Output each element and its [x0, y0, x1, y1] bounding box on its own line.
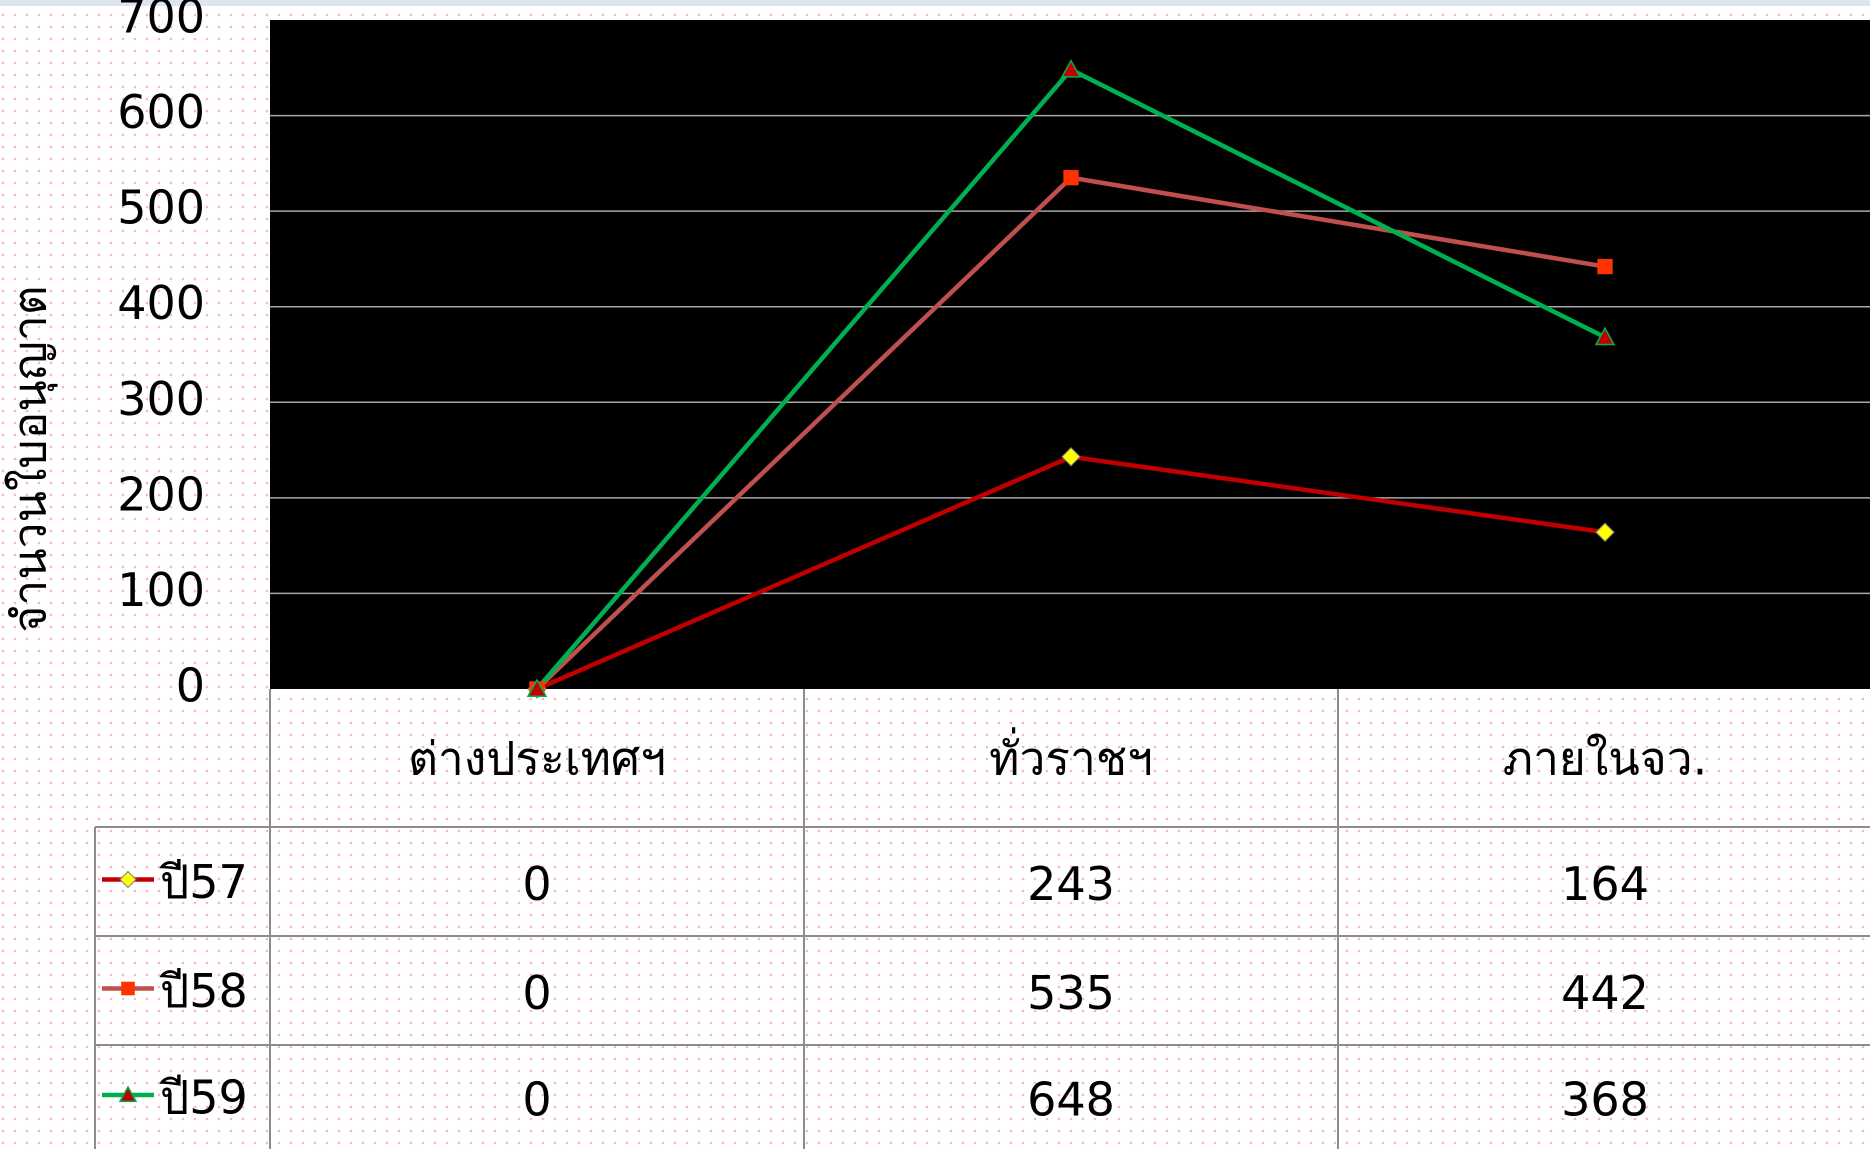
y-tick-label: 400: [117, 276, 205, 330]
x-tick-label: ต่างประเทศฯ: [408, 732, 666, 786]
y-tick-label: 300: [117, 372, 205, 426]
marker: [1061, 447, 1081, 467]
marker: [121, 981, 135, 996]
marker: [1060, 59, 1082, 78]
y-axis-label: จำนวนใบอนุญาต: [3, 285, 59, 632]
table-value: 243: [1027, 857, 1115, 911]
legend-label: ปี57: [159, 855, 248, 909]
table-value: 442: [1561, 966, 1649, 1020]
marker: [1594, 326, 1616, 346]
marker: [1063, 170, 1079, 186]
y-tick-label: 200: [117, 467, 205, 521]
table-value: 0: [522, 1073, 551, 1127]
y-tick-label: 700: [117, 0, 205, 44]
marker: [119, 870, 137, 889]
legend-label: ปี58: [159, 964, 248, 1018]
y-tick-label: 500: [117, 181, 205, 235]
legend-label: ปี59: [159, 1071, 248, 1125]
table-value: 0: [522, 857, 551, 911]
top-strip: [0, 0, 1870, 6]
y-tick-label: 100: [117, 563, 205, 617]
y-tick-label: 0: [176, 659, 205, 713]
x-tick-label: ทั่วราชฯ: [989, 727, 1153, 786]
table-value: 368: [1561, 1073, 1649, 1127]
table-value: 648: [1027, 1073, 1115, 1127]
table-value: 535: [1027, 966, 1115, 1020]
marker: [1595, 522, 1615, 542]
table-value: 0: [522, 966, 551, 1020]
x-tick-label: ภายในจว.: [1503, 732, 1707, 786]
table-value: 164: [1561, 857, 1649, 911]
plot-area: [270, 20, 1870, 689]
marker: [526, 678, 548, 697]
marker: [118, 1085, 138, 1103]
marker: [1597, 258, 1613, 275]
y-tick-label: 600: [117, 85, 205, 139]
